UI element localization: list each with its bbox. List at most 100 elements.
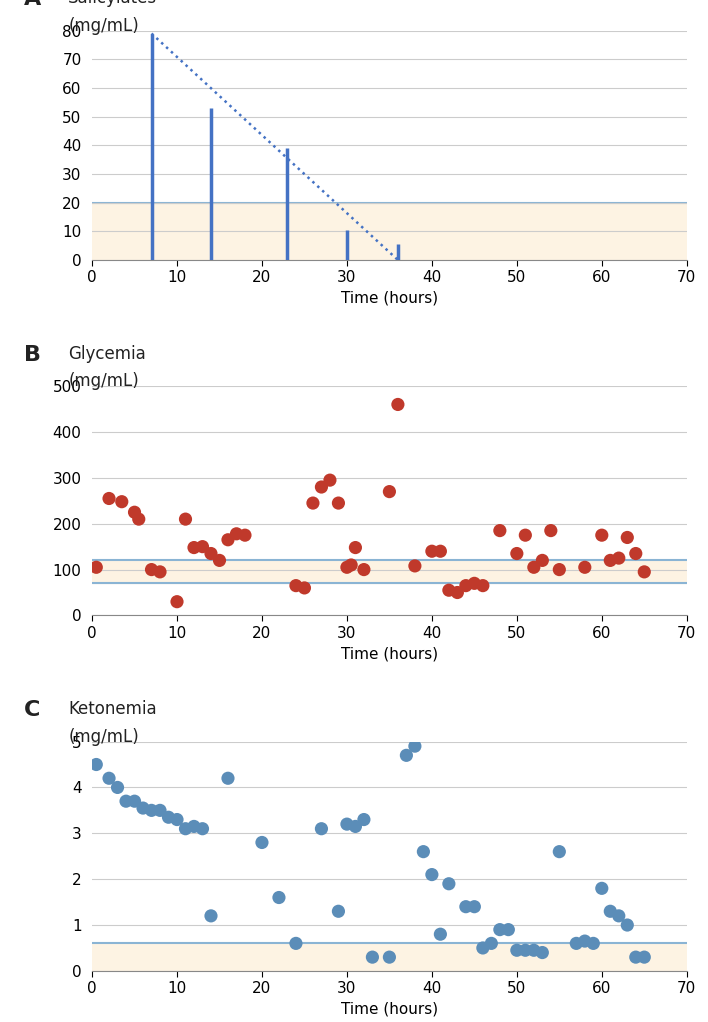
Point <box>622 529 633 546</box>
X-axis label: Time (hours): Time (hours) <box>341 291 438 306</box>
Point <box>171 594 183 610</box>
Point <box>605 903 616 920</box>
Point <box>188 540 200 556</box>
Point <box>613 550 624 566</box>
Point <box>630 949 641 966</box>
Point <box>435 543 446 559</box>
Point <box>494 922 506 938</box>
Point <box>486 935 497 951</box>
Point <box>537 552 548 568</box>
Text: (mg/mL): (mg/mL) <box>68 728 139 746</box>
Point <box>409 558 421 574</box>
Point <box>316 821 327 837</box>
X-axis label: Time (hours): Time (hours) <box>341 647 438 661</box>
Point <box>460 898 472 915</box>
Point <box>639 564 650 580</box>
Point <box>299 579 310 596</box>
Point <box>358 561 370 577</box>
Text: A: A <box>23 0 41 9</box>
Point <box>613 908 624 924</box>
Point <box>239 527 251 544</box>
Text: Salicylates: Salicylates <box>68 0 157 7</box>
Point <box>324 472 336 489</box>
Point <box>341 559 353 575</box>
Point <box>146 802 157 819</box>
Point <box>222 771 234 787</box>
Point <box>384 483 395 500</box>
Point <box>137 800 149 817</box>
Bar <box>92 202 687 260</box>
Point <box>163 809 174 826</box>
Point <box>205 908 217 924</box>
Point <box>622 917 633 933</box>
Point <box>554 561 565 577</box>
Point <box>307 495 319 511</box>
Point <box>579 559 590 575</box>
Point <box>333 495 344 511</box>
Text: B: B <box>23 344 40 365</box>
Point <box>197 539 208 555</box>
Point <box>231 525 242 542</box>
Point <box>358 811 370 828</box>
Point <box>520 942 531 959</box>
Bar <box>92 560 687 584</box>
Point <box>596 880 607 896</box>
Point <box>120 793 132 809</box>
Point <box>91 559 102 575</box>
Point <box>630 546 641 562</box>
Point <box>435 926 446 942</box>
Point <box>528 559 539 575</box>
Point <box>469 575 480 592</box>
Point <box>256 834 268 850</box>
Point <box>171 811 183 828</box>
Point <box>129 793 140 809</box>
Point <box>443 876 455 892</box>
Point <box>588 935 599 951</box>
Point <box>392 397 404 413</box>
Point <box>146 561 157 577</box>
Point <box>316 479 327 496</box>
Text: C: C <box>23 700 40 721</box>
Point <box>511 942 523 959</box>
Point <box>367 949 378 966</box>
Point <box>103 491 115 507</box>
Point <box>418 843 429 860</box>
Point <box>346 557 357 573</box>
Point <box>222 531 234 548</box>
Point <box>528 942 539 959</box>
Point <box>511 546 523 562</box>
X-axis label: Time (hours): Time (hours) <box>341 1002 438 1017</box>
Point <box>426 543 438 559</box>
Point <box>537 944 548 961</box>
Point <box>579 933 590 949</box>
Point <box>112 779 123 795</box>
Point <box>180 511 191 527</box>
Point <box>290 935 302 951</box>
Point <box>494 522 506 539</box>
Text: (mg/mL): (mg/mL) <box>68 372 139 390</box>
Point <box>154 564 166 580</box>
Point <box>103 771 115 787</box>
Point <box>197 821 208 837</box>
Point <box>350 540 361 556</box>
Point <box>545 522 556 539</box>
Point <box>477 940 489 957</box>
Point <box>214 552 225 568</box>
Point <box>91 756 102 773</box>
Bar <box>92 943 687 971</box>
Point <box>188 819 200 835</box>
Point <box>596 527 607 544</box>
Point <box>443 583 455 599</box>
Point <box>520 527 531 544</box>
Point <box>554 843 565 860</box>
Point <box>639 949 650 966</box>
Point <box>571 935 582 951</box>
Point <box>426 867 438 883</box>
Point <box>154 802 166 819</box>
Point <box>180 821 191 837</box>
Point <box>341 816 353 832</box>
Point <box>116 494 127 510</box>
Point <box>290 577 302 594</box>
Point <box>460 577 472 594</box>
Point <box>452 585 463 601</box>
